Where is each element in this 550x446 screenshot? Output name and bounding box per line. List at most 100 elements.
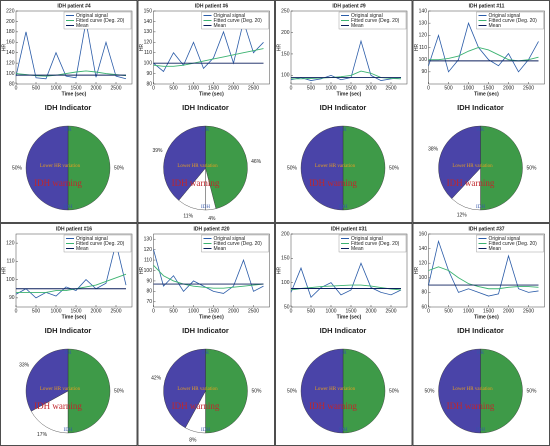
annotation: HR <box>340 351 348 356</box>
x-tick-label: 500 <box>32 308 41 314</box>
legend-box <box>201 11 269 30</box>
legend-box <box>476 234 544 253</box>
x-axis-label: Time (sec) <box>337 91 362 97</box>
value-label: 50% <box>12 165 23 171</box>
value-label: 33% <box>19 362 30 368</box>
value-label: 50% <box>114 165 125 171</box>
annotation: Lower HR variation <box>40 164 81 169</box>
x-tick-label: 1000 <box>325 85 336 91</box>
value-label: 42% <box>151 376 162 382</box>
annotation: IDH warning <box>172 178 220 188</box>
pie-slice <box>67 125 111 211</box>
legend-label: Fitted curve (Deg. 20) <box>214 18 263 24</box>
legend-label: Mean <box>214 23 227 29</box>
x-tick-label: 0 <box>290 85 293 91</box>
y-tick-label: 110 <box>7 259 15 265</box>
x-tick-label: 2000 <box>228 85 239 91</box>
annotation: IDH warning <box>172 401 220 411</box>
value-label: 8% <box>189 438 197 444</box>
x-tick-label: 1000 <box>188 85 199 91</box>
y-tick-label: 140 <box>419 8 428 14</box>
value-label: 50% <box>114 388 125 394</box>
pie-slice <box>25 125 69 211</box>
x-tick-label: 1500 <box>345 85 356 91</box>
annotation: HR <box>65 351 73 356</box>
series-line <box>428 266 539 290</box>
x-tick-label: 0 <box>290 308 293 314</box>
y-tick-label: 120 <box>419 33 428 39</box>
annotation: IDH warning <box>447 178 495 188</box>
y-axis-label: HR <box>414 44 420 52</box>
y-tick-label: 120 <box>144 40 153 46</box>
x-tick-label: 1000 <box>50 85 61 91</box>
pie-slice <box>480 125 523 211</box>
y-tick-label: 130 <box>419 20 428 26</box>
pie-slice <box>205 348 248 434</box>
annotation: IDH <box>476 205 485 210</box>
x-tick-label: 0 <box>427 85 430 91</box>
legend-box <box>201 234 269 253</box>
legend-label: Mean <box>351 23 364 29</box>
y-tick-label: 130 <box>144 237 153 243</box>
value-label: 17% <box>37 432 48 438</box>
y-tick-label: 100 <box>144 60 153 66</box>
x-axis-label: Time (sec) <box>199 314 224 320</box>
y-tick-label: 150 <box>281 51 290 57</box>
pie-slice <box>163 348 206 429</box>
y-tick-label: 200 <box>6 19 15 25</box>
pie-slice <box>438 348 481 434</box>
y-tick-label: 100 <box>6 71 15 77</box>
y-tick-label: 60 <box>421 304 427 310</box>
x-axis-label: Time (sec) <box>474 314 499 320</box>
y-tick-label: 110 <box>144 50 152 56</box>
chart-title: IDH patient #37 <box>468 226 504 232</box>
legend-box <box>476 11 544 30</box>
x-tick-label: 2000 <box>365 85 376 91</box>
legend-label: Mean <box>76 23 89 29</box>
x-axis-label: Time (sec) <box>474 91 499 97</box>
chart-title: IDH patient #4 <box>57 3 91 9</box>
series-line <box>153 264 264 289</box>
pie-slice <box>300 125 344 211</box>
legend-label: Mean <box>76 246 89 252</box>
x-tick-label: 1500 <box>208 308 219 314</box>
x-tick-label: 0 <box>15 308 18 314</box>
y-tick-label: 80 <box>9 81 15 87</box>
panel-border <box>275 0 413 223</box>
panel-border <box>137 0 275 223</box>
annotation: IDH <box>339 428 348 433</box>
value-label: 11% <box>183 213 193 219</box>
y-tick-label: 100 <box>144 268 153 274</box>
value-label: 50% <box>287 388 298 394</box>
chart-title: IDH patient #6 <box>195 3 229 9</box>
pie-slice <box>342 348 386 434</box>
y-tick-label: 110 <box>144 257 152 263</box>
x-tick-label: 1000 <box>325 308 336 314</box>
annotation: Lower HR variation <box>452 387 493 392</box>
y-tick-label: 90 <box>146 71 152 77</box>
y-tick-label: 90 <box>9 295 15 301</box>
pie-title: IDH Indicator <box>320 326 367 335</box>
x-tick-label: 1500 <box>70 85 81 91</box>
x-axis-label: Time (sec) <box>337 314 362 320</box>
x-tick-label: 2500 <box>385 308 396 314</box>
y-axis-label: HR <box>139 44 145 52</box>
y-axis-label: HR <box>414 267 420 275</box>
y-tick-label: 160 <box>6 40 15 46</box>
legend-label: Original signal <box>489 236 521 242</box>
y-tick-label: 90 <box>146 278 152 284</box>
y-tick-label: 220 <box>6 8 15 14</box>
x-tick-label: 1500 <box>70 308 81 314</box>
x-tick-label: 1000 <box>463 85 474 91</box>
annotation: IDH <box>476 428 485 433</box>
x-tick-label: 500 <box>32 85 41 91</box>
x-tick-label: 2500 <box>385 85 396 91</box>
x-tick-label: 2000 <box>90 308 101 314</box>
y-axis-label: HR <box>276 44 282 52</box>
annotation: HR <box>340 128 348 133</box>
annotation: Lower HR variation <box>315 164 356 169</box>
x-tick-label: 0 <box>15 85 18 91</box>
x-tick-label: 2500 <box>110 308 121 314</box>
value-label: 46% <box>251 159 262 165</box>
y-tick-label: 110 <box>419 45 427 51</box>
